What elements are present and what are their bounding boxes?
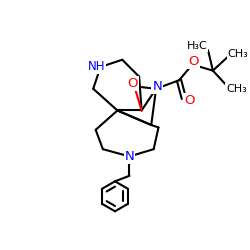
Text: O: O	[184, 94, 194, 107]
Text: NH: NH	[88, 60, 105, 73]
Text: H₃C: H₃C	[187, 41, 208, 51]
Text: O: O	[188, 55, 199, 68]
Text: CH₃: CH₃	[226, 84, 247, 94]
Text: O: O	[127, 77, 138, 90]
Text: N: N	[124, 150, 134, 163]
Text: N: N	[152, 80, 162, 93]
Text: CH₃: CH₃	[228, 49, 248, 59]
